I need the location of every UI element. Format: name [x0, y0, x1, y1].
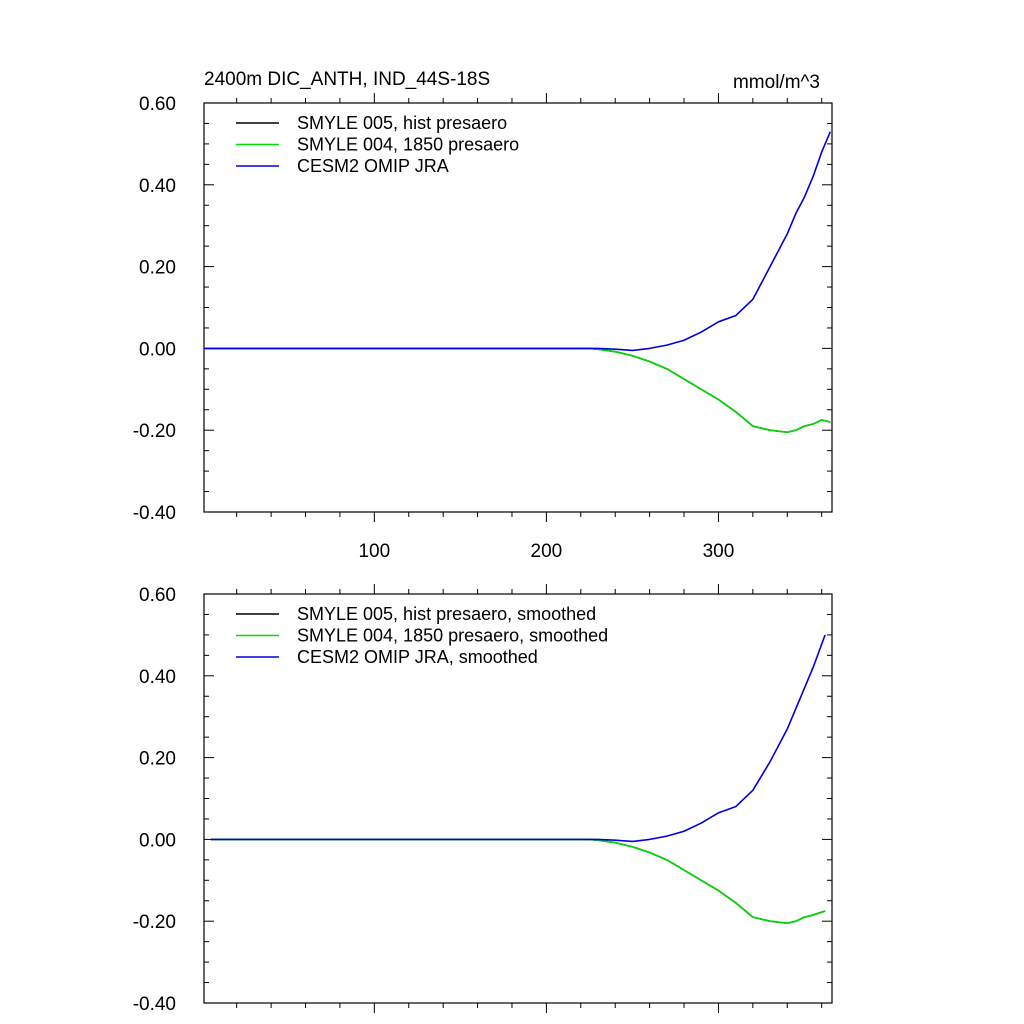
legend-label-1: SMYLE 004, 1850 presaero	[297, 135, 519, 155]
y-tick-label: 0.40	[139, 176, 176, 197]
units-label: mmol/m^3	[733, 72, 820, 93]
y-tick-label: 0.20	[139, 258, 176, 279]
x-tick-label: 300	[703, 541, 735, 562]
series-line-1	[204, 347, 831, 434]
legend-label-0: SMYLE 005, hist presaero, smoothed	[297, 604, 596, 624]
y-tick-label: -0.40	[133, 503, 176, 524]
y-tick-label: 0.40	[139, 667, 176, 688]
y-tick-label: -0.20	[133, 421, 176, 442]
y-tick-label: 0.00	[139, 830, 176, 851]
legend-label-1: SMYLE 004, 1850 presaero, smoothed	[297, 626, 608, 646]
series-line-0	[210, 838, 826, 925]
series-line-0	[204, 347, 831, 434]
top-panel: -0.40 -0.20 0.00 0.20 0.40 0.60 100 200 300 2400m…	[133, 69, 833, 562]
series-line-2	[204, 131, 832, 352]
x-tick-label: 200	[531, 541, 563, 562]
series-line-2	[210, 634, 826, 843]
chart-title: 2400m DIC_ANTH, IND_44S-18S	[204, 69, 490, 90]
y-tick-label: -0.20	[133, 912, 176, 933]
series-line-1	[210, 838, 826, 925]
legend-label-2: CESM2 OMIP JRA	[297, 156, 449, 176]
x-tick-label: 100	[358, 541, 390, 562]
legend-label-2: CESM2 OMIP JRA, smoothed	[297, 647, 538, 667]
legend-label-0: SMYLE 005, hist presaero	[297, 113, 507, 133]
y-tick-label: -0.40	[133, 994, 176, 1015]
y-tick-label: 0.00	[139, 339, 176, 360]
y-tick-label: 0.20	[139, 749, 176, 770]
y-tick-label: 0.60	[139, 585, 176, 606]
bottom-panel: -0.40 -0.20 0.00 0.20 0.40 0.60 SMYLE 005, his…	[133, 584, 833, 1015]
y-tick-label: 0.60	[139, 94, 176, 115]
